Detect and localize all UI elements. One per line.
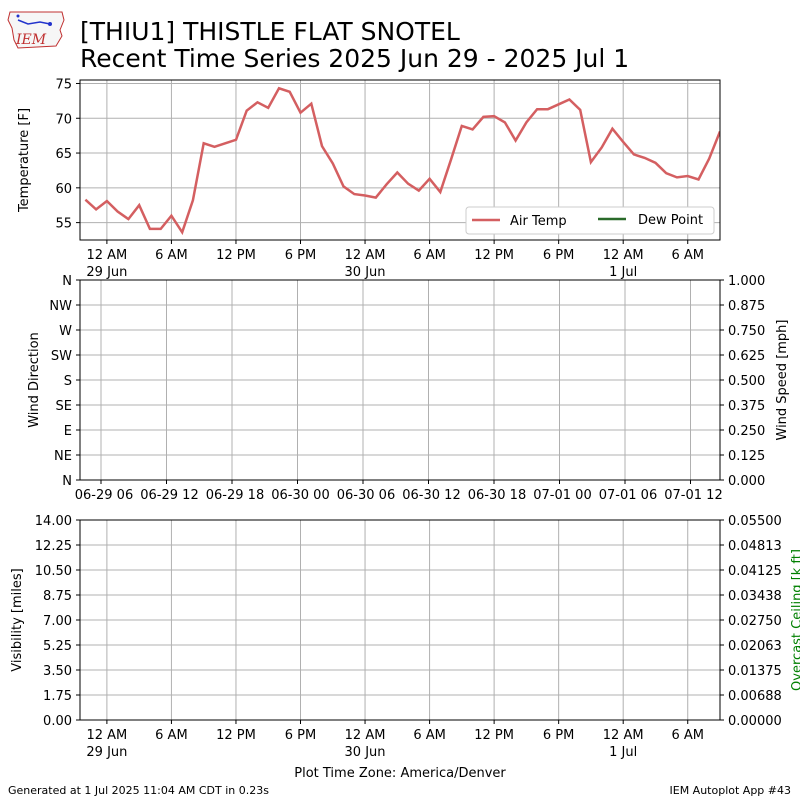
ceiling-tick-label: 0.04813 — [728, 539, 782, 554]
x-tick-label: 6 PM — [285, 728, 316, 743]
ceiling-tick-label: 0.02750 — [728, 614, 782, 629]
visibility-plot-frame — [79, 519, 721, 721]
ceiling-tick-label: 0.00000 — [728, 714, 782, 729]
x-tick-date-label: 29 Jun — [86, 745, 127, 760]
x-tick-label: 12 AM — [86, 728, 127, 743]
visibility-tick-label: 14.00 — [35, 514, 72, 529]
x-tick-label: 12 PM — [474, 248, 514, 263]
x-tick-label: 6 AM — [671, 248, 704, 263]
ceiling-tick-label: 0.01375 — [728, 664, 782, 679]
wind-direction-tick-label: S — [64, 374, 72, 389]
y-tick-label: 75 — [55, 77, 72, 92]
visibility-axis-label: Visibility [miles] — [10, 568, 25, 671]
chart-title-line2: Recent Time Series 2025 Jun 29 - 2025 Ju… — [80, 44, 630, 73]
wind-speed-tick-label: 1.000 — [728, 274, 765, 289]
chart-title-line1: [THIU1] THISTLE FLAT SNOTEL — [80, 17, 460, 46]
wind-direction-tick-label: N — [62, 474, 72, 489]
x-tick-label: 06-30 00 — [271, 488, 329, 503]
visibility-tick-label: 10.50 — [35, 564, 72, 579]
wind-speed-tick-label: 0.000 — [728, 474, 765, 489]
wind-direction-tick-label: NW — [49, 299, 72, 314]
app-note: IEM Autoplot App #43 — [669, 784, 792, 797]
wind-direction-tick-label: SE — [56, 399, 72, 414]
logo-text: IEM — [15, 32, 47, 48]
x-tick-label: 06-30 06 — [337, 488, 395, 503]
x-tick-label: 12 AM — [86, 248, 127, 263]
iem-logo: IEM — [7, 11, 65, 49]
wind-direction-tick-label: E — [64, 424, 72, 439]
y-tick-label: 55 — [55, 217, 72, 232]
visibility-tick-label: 12.25 — [35, 539, 72, 554]
visibility-tick-label: 5.25 — [43, 639, 72, 654]
x-tick-date-label: 1 Jul — [609, 745, 637, 760]
ceiling-tick-label: 0.03438 — [728, 589, 782, 604]
ceiling-axis-label: Overcast Ceiling [k ft] — [790, 549, 800, 691]
ceiling-tick-label: 0.00688 — [728, 689, 782, 704]
air-temp-line — [84, 86, 720, 236]
x-tick-label: 12 PM — [216, 728, 256, 743]
wind-direction-axis-label: Wind Direction — [27, 332, 42, 428]
wind-direction-tick-label: W — [59, 324, 72, 339]
x-tick-label: 06-29 06 — [75, 488, 133, 503]
visibility-tick-label: 1.75 — [43, 689, 72, 704]
generated-note: Generated at 1 Jul 2025 11:04 AM CDT in … — [8, 784, 269, 797]
x-tick-label: 07-01 00 — [533, 488, 591, 503]
legend-air-temp-label: Air Temp — [510, 214, 567, 229]
x-tick-label: 12 PM — [474, 728, 514, 743]
x-tick-label: 6 AM — [155, 728, 188, 743]
visibility-tick-label: 7.00 — [43, 614, 72, 629]
wind-speed-tick-label: 0.750 — [728, 324, 765, 339]
x-tick-label: 12 AM — [603, 728, 644, 743]
visibility-tick-label: 3.50 — [43, 664, 72, 679]
wind-speed-axis-label: Wind Speed [mph] — [775, 320, 790, 441]
temperature-axis-label: Temperature [F] — [17, 108, 32, 213]
legend-box — [465, 206, 715, 235]
x-tick-label: 6 PM — [285, 248, 316, 263]
x-tick-date-label: 29 Jun — [86, 265, 127, 280]
x-tick-label: 06-30 18 — [468, 488, 526, 503]
x-tick-label: 6 AM — [155, 248, 188, 263]
x-tick-label: 12 PM — [216, 248, 256, 263]
x-tick-label: 06-29 12 — [140, 488, 198, 503]
x-tick-label: 6 AM — [671, 728, 704, 743]
y-tick-label: 70 — [55, 112, 72, 127]
wind-direction-tick-label: SW — [51, 349, 72, 364]
x-tick-label: 6 PM — [543, 728, 574, 743]
wind-direction-tick-label: N — [62, 274, 72, 289]
x-tick-label: 06-29 18 — [206, 488, 264, 503]
wind-speed-tick-label: 0.875 — [728, 299, 765, 314]
x-tick-label: 6 AM — [413, 248, 446, 263]
y-tick-label: 60 — [55, 182, 72, 197]
x-tick-label: 6 PM — [543, 248, 574, 263]
visibility-tick-label: 8.75 — [43, 589, 72, 604]
wind-speed-tick-label: 0.625 — [728, 349, 765, 364]
x-axis-label: Plot Time Zone: America/Denver — [294, 766, 506, 781]
x-tick-label: 06-30 12 — [402, 488, 460, 503]
wind-speed-tick-label: 0.250 — [728, 424, 765, 439]
x-tick-label: 12 AM — [603, 248, 644, 263]
ceiling-tick-label: 0.05500 — [728, 514, 782, 529]
ceiling-tick-label: 0.02063 — [728, 639, 782, 654]
wind-speed-tick-label: 0.500 — [728, 374, 765, 389]
x-tick-date-label: 30 Jun — [345, 265, 386, 280]
x-tick-label: 12 AM — [345, 728, 386, 743]
y-tick-label: 65 — [55, 147, 72, 162]
temperature-plot-frame — [79, 79, 721, 241]
x-tick-date-label: 1 Jul — [609, 265, 637, 280]
x-tick-label: 07-01 12 — [664, 488, 722, 503]
ceiling-tick-label: 0.04125 — [728, 564, 782, 579]
visibility-tick-label: 0.00 — [43, 714, 72, 729]
x-tick-date-label: 30 Jun — [345, 745, 386, 760]
legend-dew-point-label: Dew Point — [638, 213, 703, 228]
x-tick-label: 07-01 06 — [599, 488, 657, 503]
wind-speed-tick-label: 0.125 — [728, 449, 765, 464]
wind-plot-frame — [79, 279, 721, 481]
wind-direction-tick-label: NE — [54, 449, 72, 464]
x-tick-label: 12 AM — [345, 248, 386, 263]
x-tick-label: 6 AM — [413, 728, 446, 743]
wind-speed-tick-label: 0.375 — [728, 399, 765, 414]
